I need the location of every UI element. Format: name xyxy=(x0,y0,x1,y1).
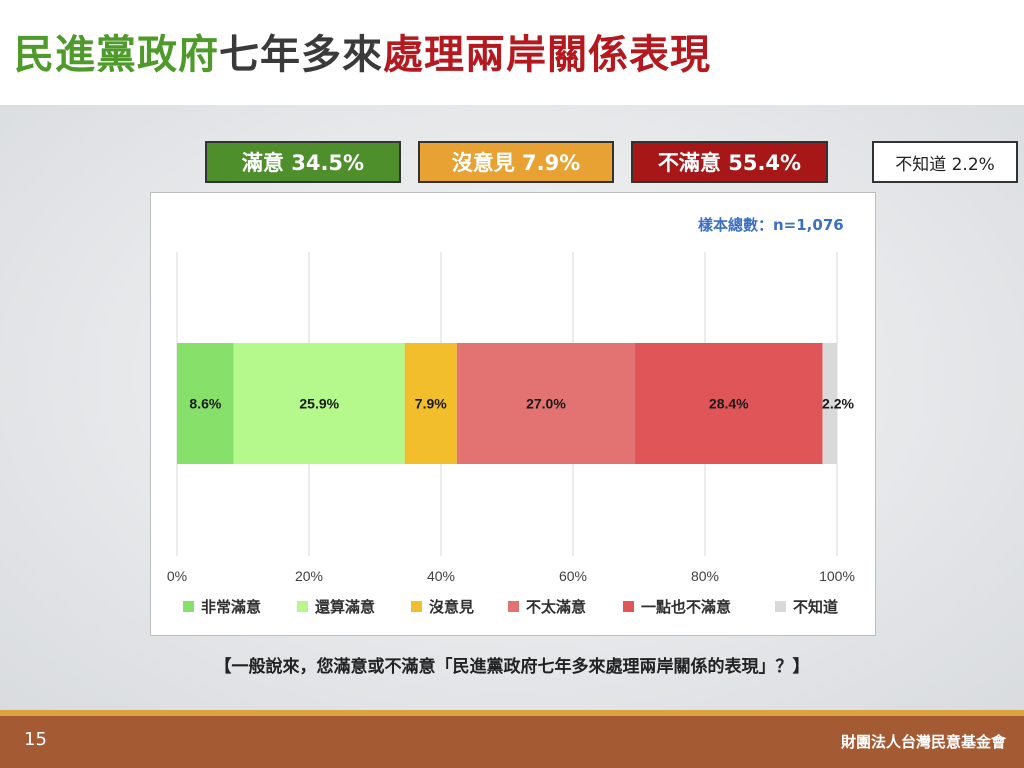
organization-name: 財團法人台灣民意基金會 xyxy=(840,733,1006,751)
legend-swatch xyxy=(775,601,786,612)
summary-no-opinion: 沒意見 7.9% xyxy=(418,141,614,183)
title-part-3: 處理兩岸關係表現 xyxy=(383,32,711,78)
bar-segments xyxy=(177,343,837,464)
legend-swatch xyxy=(297,601,308,612)
bar-data-label: 8.6% xyxy=(189,396,221,412)
footer-bar xyxy=(0,716,1024,768)
bar-data-label: 7.9% xyxy=(415,396,447,412)
legend-label: 不太滿意 xyxy=(526,598,586,616)
summary-satisfied: 滿意 34.5% xyxy=(205,141,401,183)
summary-dissatisfied: 不滿意 55.4% xyxy=(631,141,828,183)
bar-data-label: 27.0% xyxy=(526,396,566,412)
bar-segment xyxy=(404,343,457,464)
bar-data-label: 2.2% xyxy=(822,396,854,412)
page-title: 民進黨政府七年多來處理兩岸關係表現 xyxy=(14,22,711,80)
legend-label: 不知道 xyxy=(793,598,838,616)
legend-swatch xyxy=(411,601,422,612)
bar-segment xyxy=(822,343,837,464)
legend-swatch xyxy=(183,601,194,612)
legend-label: 沒意見 xyxy=(429,598,474,616)
sample-size: 樣本總數：n=1,076 xyxy=(698,216,844,234)
bar-segment xyxy=(177,343,234,464)
x-tick-label: 40% xyxy=(427,568,455,584)
x-tick-label: 0% xyxy=(167,568,187,584)
bar-data-label: 28.4% xyxy=(709,396,749,412)
legend: 非常滿意 還算滿意 沒意見 不太滿意 一點也不滿意 不知道 xyxy=(183,598,838,616)
legend-label: 還算滿意 xyxy=(315,598,375,616)
title-bar: 民進黨政府七年多來處理兩岸關係表現 xyxy=(0,0,1024,105)
bar-segment xyxy=(635,343,823,464)
x-tick-label: 60% xyxy=(559,568,587,584)
title-part-2: 七年多來 xyxy=(219,32,383,78)
bar-segment xyxy=(233,343,405,464)
page-number: 15 xyxy=(24,729,47,750)
legend-swatch xyxy=(508,601,519,612)
x-tick-label: 80% xyxy=(691,568,719,584)
legend-swatch xyxy=(623,601,634,612)
bar-segment xyxy=(456,343,636,464)
data-labels: 8.6% 25.9% 7.9% 27.0% 28.4% 2.2% xyxy=(189,396,854,412)
survey-question: 【一般說來，您滿意或不滿意「民進黨政府七年多來處理兩岸關係的表現」？】 xyxy=(214,657,810,677)
footer-accent-line xyxy=(0,710,1024,716)
x-tick-label: 100% xyxy=(819,568,855,584)
legend-label: 非常滿意 xyxy=(201,598,261,616)
x-tick-labels: 0% 20% 40% 60% 80% 100% xyxy=(167,568,855,584)
bar-data-label: 25.9% xyxy=(299,396,339,412)
summary-dont-know: 不知道 2.2% xyxy=(872,141,1018,183)
x-tick-label: 20% xyxy=(295,568,323,584)
title-part-1: 民進黨政府 xyxy=(14,32,219,78)
legend-label: 一點也不滿意 xyxy=(641,598,731,616)
